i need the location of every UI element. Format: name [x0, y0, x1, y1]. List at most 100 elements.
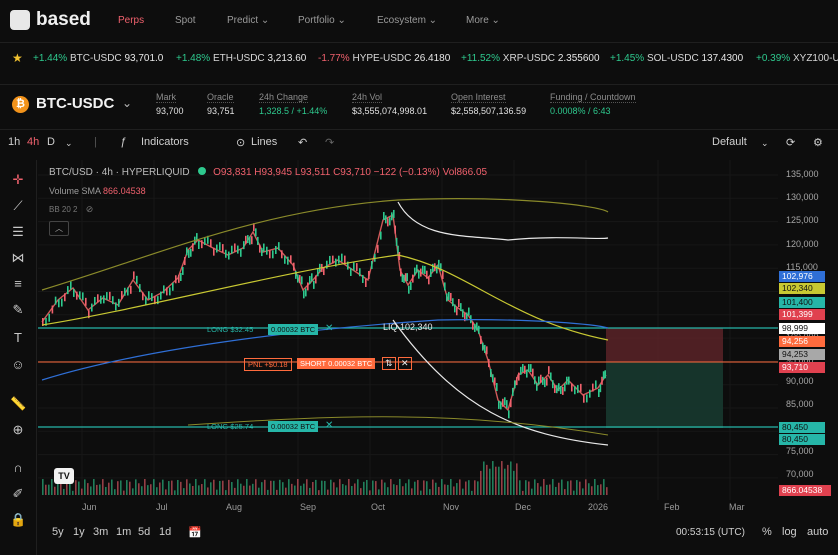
horizontal-lines-icon[interactable]: ☰ [12, 224, 24, 239]
log-toggle[interactable]: log [782, 526, 797, 538]
volume-bar [363, 481, 365, 495]
crosshair-icon[interactable]: ✛ [12, 172, 24, 187]
volume-bar [141, 486, 143, 495]
nav-ecosystem[interactable]: Ecosystem ⌄ [377, 15, 438, 26]
long-order-size[interactable]: 0.00032 BTC [268, 324, 319, 335]
lock-drawing-icon[interactable]: ✐ [12, 486, 24, 501]
candle [522, 364, 524, 373]
fx-icon[interactable]: ƒ [120, 136, 127, 148]
calendar-icon[interactable]: 📅 [188, 527, 202, 539]
tf-d[interactable]: D [47, 136, 55, 148]
candle [530, 364, 532, 373]
undo-icon[interactable]: ↶ [298, 137, 308, 149]
range-1m[interactable]: 1m [116, 526, 132, 538]
lines-button[interactable]: Lines [251, 136, 278, 148]
range-5y[interactable]: 5y [52, 526, 64, 538]
candle [498, 400, 500, 409]
candle [73, 288, 75, 297]
volume-bar [387, 487, 389, 495]
nav-predict[interactable]: Predict ⌄ [227, 15, 270, 26]
x-axis-tick-label: Aug [226, 502, 243, 512]
redo-icon[interactable]: ↷ [325, 137, 335, 149]
auto-toggle[interactable]: auto [807, 526, 829, 538]
candle [295, 270, 297, 279]
trendline-icon[interactable]: ⟋ [13, 198, 23, 213]
range-5d[interactable]: 5d [138, 526, 151, 538]
ticker-item[interactable]: +1.44% BTC-USDC 93,701.0 [33, 53, 164, 64]
layout-select[interactable]: Default [712, 136, 747, 148]
ticker-item[interactable]: +11.52% XRP-USDC 2.355600 [461, 53, 600, 64]
volume-bar [573, 490, 575, 495]
short-position-label[interactable]: SHORT 0.00032 BTC [297, 358, 376, 369]
utc-clock[interactable]: 00:53:15 (UTC) [676, 527, 745, 538]
tradingview-logo-icon[interactable]: TV [54, 468, 74, 484]
candle [293, 262, 295, 271]
tf-1h[interactable]: 1h [8, 136, 21, 148]
indicators-button[interactable]: Indicators [141, 136, 189, 148]
range-1y[interactable]: 1y [73, 526, 85, 538]
chevron-down-icon[interactable]: ⌄ [122, 96, 133, 110]
logo[interactable]: based [10, 9, 91, 31]
hide-eye-icon[interactable]: ⊘ [85, 204, 94, 214]
candle [524, 365, 526, 374]
reverse-position-icon[interactable]: ⇅ [382, 357, 396, 370]
collapse-legend-button[interactable]: ︿ [49, 221, 69, 236]
tf-4h[interactable]: 4h [27, 136, 40, 148]
ticker-item[interactable]: +0.39% XYZ100-U [756, 53, 838, 64]
volume-bar [132, 488, 134, 495]
pattern-icon[interactable]: ⋈ [11, 250, 25, 265]
lines-circle-icon[interactable]: ⊙ [236, 137, 246, 149]
price-chart[interactable] [38, 160, 838, 520]
percent-toggle[interactable]: % [762, 526, 772, 538]
candle [595, 380, 597, 389]
lock-icon[interactable]: 🔒 [10, 512, 27, 527]
candle [124, 287, 126, 296]
emoji-icon[interactable]: ☺ [11, 357, 25, 372]
nav-more[interactable]: More ⌄ [466, 15, 500, 26]
long-order-size[interactable]: 0.00032 BTC [268, 421, 319, 432]
replay-icon[interactable]: ⟳ [786, 137, 796, 149]
text-tool-icon[interactable]: T [14, 330, 22, 345]
zoom-in-icon[interactable]: ⊕ [12, 422, 24, 437]
volume-bar [360, 488, 362, 495]
candle [257, 236, 259, 245]
volume-bar [177, 479, 179, 495]
ticker-item[interactable]: +1.45% SOL-USDC 137.4300 [610, 53, 744, 64]
ticker-strip: ★ +1.44% BTC-USDC 93,701.0 +1.48% ETH-US… [0, 50, 838, 70]
chevron-down-icon[interactable]: ⌄ [761, 138, 769, 148]
volume-bar [246, 479, 248, 495]
nav-perps[interactable]: Perps [118, 15, 145, 26]
volume-bar [210, 482, 212, 495]
volume-bar [594, 479, 596, 495]
volume-bar [327, 489, 329, 495]
ruler-icon[interactable]: 📏 [10, 396, 27, 411]
close-icon[interactable]: ✕ [325, 420, 334, 431]
close-icon[interactable]: ✕ [325, 323, 334, 334]
volume-bar [288, 479, 290, 495]
volume-bar [69, 480, 71, 495]
candle [418, 270, 420, 279]
ticker-item[interactable]: -1.77% HYPE-USDC 26.4180 [318, 53, 451, 64]
candle [393, 209, 395, 218]
pair-selector[interactable]: BTC-USDC [36, 95, 115, 112]
range-1d[interactable]: 1d [159, 526, 172, 538]
nav-spot[interactable]: Spot [175, 15, 196, 26]
gear-icon[interactable]: ⚙ [813, 137, 823, 149]
middle-band [41, 254, 609, 341]
fib-icon[interactable]: ≡ [14, 276, 22, 291]
star-icon[interactable]: ★ [12, 51, 23, 65]
brush-icon[interactable]: ✎ [12, 302, 24, 317]
candle [518, 372, 520, 381]
close-icon[interactable]: ✕ [398, 357, 412, 370]
candle [166, 287, 168, 296]
candle [163, 285, 165, 294]
ticker-item[interactable]: +1.48% ETH-USDC 3,213.60 [176, 53, 307, 64]
volume-bar [450, 479, 452, 495]
magnet-icon[interactable]: ∩ [13, 460, 23, 475]
candle [269, 250, 271, 259]
nav-portfolio[interactable]: Portfolio ⌄ [298, 15, 346, 26]
chevron-down-icon[interactable]: ⌄ [65, 138, 73, 148]
volume-bar [444, 484, 446, 495]
range-3m[interactable]: 3m [93, 526, 109, 538]
candle [456, 307, 458, 316]
